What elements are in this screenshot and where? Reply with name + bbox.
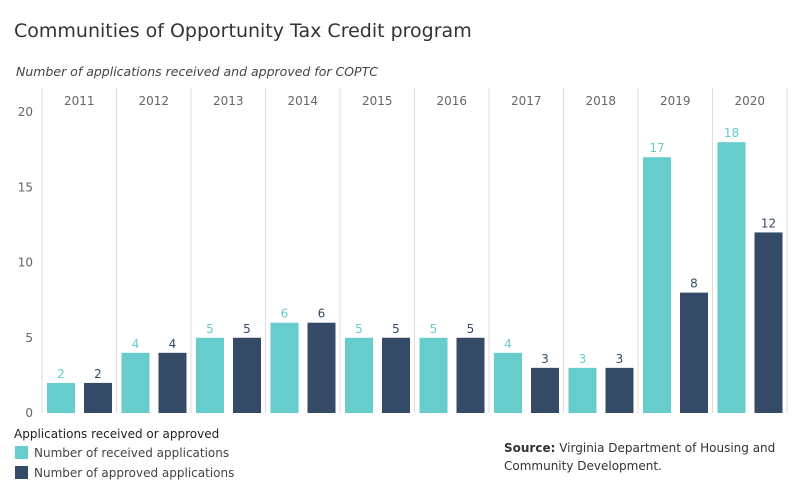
legend-label-received: Number of received applications xyxy=(34,446,230,460)
chart-title: Communities of Opportunity Tax Credit pr… xyxy=(14,20,472,42)
x-category-label: 2016 xyxy=(436,94,467,108)
data-label-approved: 5 xyxy=(392,322,400,336)
data-label-approved: 2 xyxy=(94,367,102,381)
data-label-approved: 12 xyxy=(761,216,776,230)
data-label-approved: 6 xyxy=(318,307,326,321)
bar-received xyxy=(121,352,150,413)
source-label: Source: xyxy=(504,441,556,455)
x-category-label: 2017 xyxy=(511,94,542,108)
bar-received xyxy=(47,382,75,413)
data-label-received: 3 xyxy=(579,352,587,366)
data-label-approved: 3 xyxy=(541,352,549,366)
bar-received xyxy=(270,322,299,413)
data-label-received: 6 xyxy=(281,307,289,321)
bar-approved xyxy=(754,232,783,413)
y-tick-label: 15 xyxy=(18,180,33,194)
bar-approved xyxy=(456,337,485,413)
x-category-label: 2014 xyxy=(287,94,318,108)
bar-approved xyxy=(233,337,261,413)
x-category-label: 2012 xyxy=(138,94,169,108)
data-label-received: 5 xyxy=(430,322,438,336)
x-category-label: 2013 xyxy=(213,94,244,108)
bar-received xyxy=(196,337,224,413)
bar-received xyxy=(568,367,597,413)
legend-title: Applications received or approved xyxy=(14,427,220,441)
x-category-label: 2011 xyxy=(64,94,95,108)
source-text: Virginia Department of Housing and Commu… xyxy=(504,441,776,473)
data-label-received: 18 xyxy=(724,126,739,140)
bar-approved xyxy=(605,367,634,413)
bar-received xyxy=(494,352,522,413)
legend-swatch-approved xyxy=(15,466,28,479)
x-category-label: 2015 xyxy=(362,94,393,108)
data-label-approved: 4 xyxy=(169,337,177,351)
bar-approved xyxy=(680,292,708,413)
data-label-received: 4 xyxy=(504,337,512,351)
bar-approved xyxy=(307,322,336,413)
source-note: Source: Virginia Department of Housing a… xyxy=(504,439,784,475)
bar-approved xyxy=(382,337,410,413)
bar-approved xyxy=(158,352,187,413)
data-label-received: 17 xyxy=(649,141,664,155)
y-tick-label: 0 xyxy=(25,406,33,420)
x-category-label: 2019 xyxy=(660,94,691,108)
x-category-label: 2020 xyxy=(734,94,765,108)
y-tick-label: 20 xyxy=(18,105,33,119)
data-label-received: 4 xyxy=(132,337,140,351)
bar-received xyxy=(419,337,448,413)
bar-approved xyxy=(84,382,112,413)
bar-received xyxy=(643,157,671,413)
legend-item-received: Number of received applications xyxy=(15,446,229,460)
data-label-received: 5 xyxy=(206,322,214,336)
data-label-approved: 8 xyxy=(690,277,698,291)
bar-chart: 0 5 10 15 20 2011 2 2 2012 4 4 2013 5 5 2014 6 6 2015 5 5 20… xyxy=(18,88,788,420)
data-label-approved: 3 xyxy=(616,352,624,366)
chart-subtitle: Number of applications received and appr… xyxy=(16,64,378,79)
bar-approved xyxy=(531,367,559,413)
data-label-received: 5 xyxy=(355,322,363,336)
data-label-approved: 5 xyxy=(243,322,251,336)
y-tick-label: 10 xyxy=(18,256,33,270)
data-label-received: 2 xyxy=(57,367,65,381)
bar-received xyxy=(717,142,746,413)
legend-label-approved: Number of approved applications xyxy=(34,466,235,480)
y-tick-label: 5 xyxy=(25,331,33,345)
bar-received xyxy=(345,337,373,413)
data-label-approved: 5 xyxy=(467,322,475,336)
x-category-label: 2018 xyxy=(585,94,616,108)
legend-item-approved: Number of approved applications xyxy=(15,466,234,480)
legend-swatch-received xyxy=(15,446,28,459)
